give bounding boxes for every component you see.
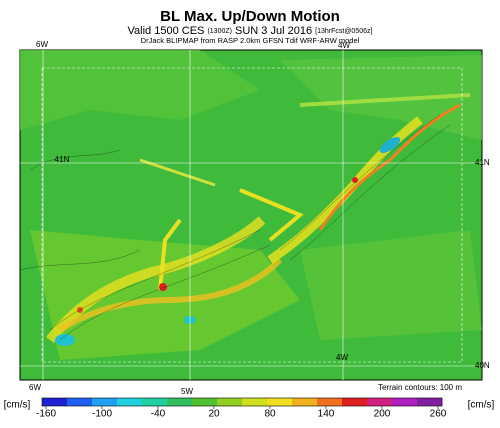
colorbar-swatch <box>42 398 68 406</box>
colorbar-swatch <box>92 398 118 406</box>
terrain-note: Terrain contours: 100 m <box>378 383 462 392</box>
map-label: 41N <box>55 155 70 164</box>
colorbar-swatch <box>117 398 143 406</box>
title: BL Max. Up/Down Motion <box>160 8 340 25</box>
colorbar-swatch <box>67 398 93 406</box>
map-label: 4W <box>336 353 348 362</box>
map-label: 5W <box>181 387 193 396</box>
subtitle-part: [13hrFcst@0506z] <box>315 28 372 35</box>
map-label: 41N <box>475 158 490 167</box>
colorbar-tick-label: 260 <box>430 409 447 420</box>
map-label: 4W <box>338 41 350 50</box>
colorbar-swatch <box>142 398 168 406</box>
colorbar-tick-label: 140 <box>318 409 335 420</box>
colorbar-tick-label: 200 <box>374 409 391 420</box>
colorbar-swatch <box>317 398 343 406</box>
colorbar-swatch <box>367 398 393 406</box>
map-label: 6W <box>29 383 41 392</box>
colorbar-swatch <box>267 398 293 406</box>
subtitle: Valid 1500 CES (1300Z) SUN 3 Jul 2016 [1… <box>128 25 373 37</box>
colorbar-swatch <box>167 398 193 406</box>
colorbar-swatch <box>192 398 218 406</box>
map <box>19 49 483 381</box>
colorbar-swatch <box>392 398 418 406</box>
colorbar-frame <box>41 397 443 407</box>
subtitle-part: SUN 3 Jul 2016 <box>235 25 312 37</box>
map-label: 40N <box>475 361 490 370</box>
credit: DrJack BLIPMAP from RASP 2.0km GFSN Tdif… <box>141 36 360 45</box>
map-label: 6W <box>36 40 48 49</box>
colorbar-swatch <box>292 398 318 406</box>
colorbar-swatch <box>417 398 443 406</box>
colorbar-tick-label: -100 <box>92 409 112 420</box>
subtitle-part: Valid 1500 CES <box>128 25 205 37</box>
colorbar-swatch <box>217 398 243 406</box>
colorbar-tick-label: 80 <box>264 409 276 420</box>
subtitle-part: (1300Z) <box>207 28 232 35</box>
colorbar-swatch <box>342 398 368 406</box>
colorbar-swatch <box>242 398 268 406</box>
colorbar-unit: [cm/s] <box>4 400 31 411</box>
colorbar: -160 -100 -40 20 80 140 200 260 <box>36 397 447 420</box>
colorbar-tick-label: 20 <box>208 409 220 420</box>
colorbar-tick-label: -40 <box>151 409 166 420</box>
colorbar-unit: [cm/s] <box>468 400 495 411</box>
colorbar-tick-label: -160 <box>36 409 56 420</box>
